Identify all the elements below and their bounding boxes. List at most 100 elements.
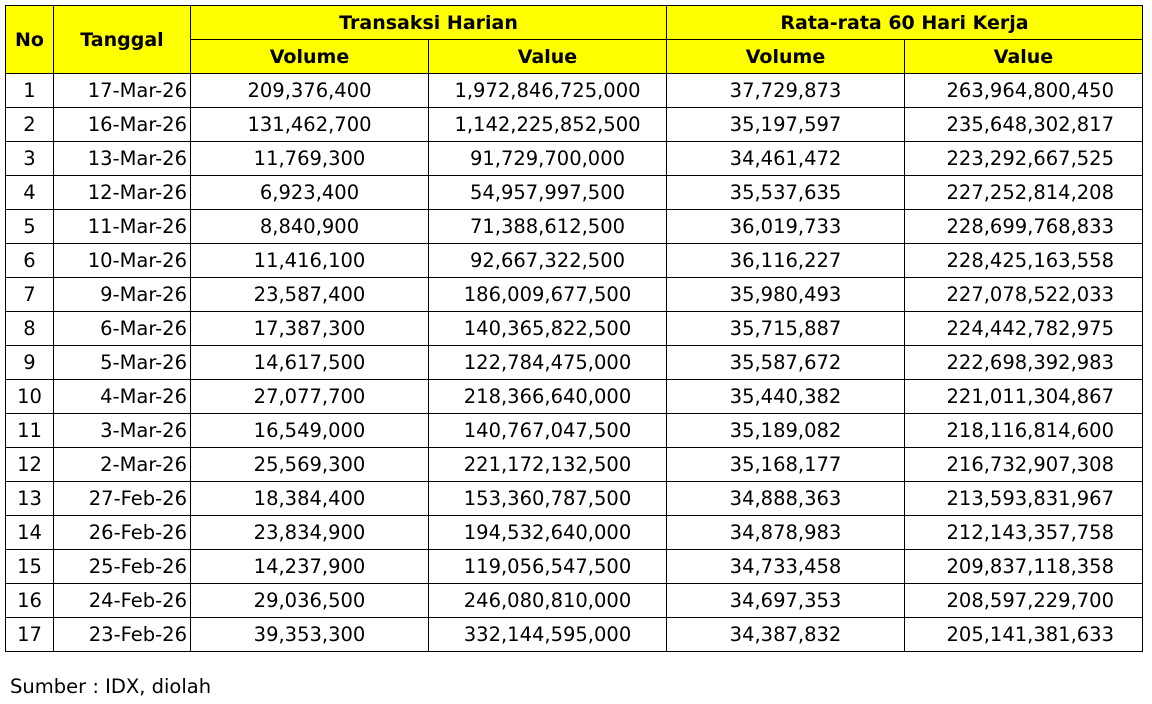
cell-no: 9 (5, 345, 54, 380)
cell-avg-value: 205,141,381,633 (904, 617, 1143, 652)
table-row: 15 25-Feb-26 14,237,900 119,056,547,500 34,7… (5, 549, 1143, 584)
cell-no: 5 (5, 209, 54, 244)
cell-no: 15 (5, 549, 54, 584)
cell-daily-volume: 29,036,500 (190, 583, 429, 618)
cell-daily-value: 140,767,047,500 (428, 413, 667, 448)
cell-avg-value: 227,252,814,208 (904, 175, 1143, 210)
cell-daily-volume: 14,237,900 (190, 549, 429, 584)
cell-avg-volume: 34,878,983 (666, 515, 905, 550)
cell-tanggal: 23-Feb-26 (53, 617, 191, 652)
cell-tanggal: 3-Mar-26 (53, 413, 191, 448)
cell-daily-value: 186,009,677,500 (428, 277, 667, 312)
cell-daily-volume: 17,387,300 (190, 311, 429, 346)
cell-avg-volume: 35,587,672 (666, 345, 905, 380)
header-daily-volume: Volume (190, 39, 429, 74)
cell-no: 16 (5, 583, 54, 618)
cell-tanggal: 11-Mar-26 (53, 209, 191, 244)
cell-avg-value: 212,143,357,758 (904, 515, 1143, 550)
cell-daily-value: 91,729,700,000 (428, 141, 667, 176)
cell-avg-value: 223,292,667,525 (904, 141, 1143, 176)
cell-no: 1 (5, 73, 54, 108)
cell-avg-value: 228,425,163,558 (904, 243, 1143, 278)
cell-tanggal: 4-Mar-26 (53, 379, 191, 414)
cell-tanggal: 17-Mar-26 (53, 73, 191, 108)
cell-no: 14 (5, 515, 54, 550)
cell-no: 10 (5, 379, 54, 414)
source-note: Sumber : IDX, diolah (10, 675, 212, 698)
cell-avg-value: 208,597,229,700 (904, 583, 1143, 618)
table-body: 1 17-Mar-26 209,376,400 1,972,846,725,000 37… (5, 73, 1143, 652)
cell-tanggal: 27-Feb-26 (53, 481, 191, 516)
cell-no: 2 (5, 107, 54, 142)
cell-tanggal: 24-Feb-26 (53, 583, 191, 618)
cell-tanggal: 13-Mar-26 (53, 141, 191, 176)
cell-avg-volume: 34,697,353 (666, 583, 905, 618)
cell-tanggal: 5-Mar-26 (53, 345, 191, 380)
table-row: 6 10-Mar-26 11,416,100 92,667,322,500 36,116… (5, 243, 1143, 278)
cell-daily-value: 119,056,547,500 (428, 549, 667, 584)
cell-daily-value: 122,784,475,000 (428, 345, 667, 380)
cell-no: 7 (5, 277, 54, 312)
table-row: 13 27-Feb-26 18,384,400 153,360,787,500 34,8… (5, 481, 1143, 516)
cell-daily-volume: 27,077,700 (190, 379, 429, 414)
cell-avg-volume: 35,715,887 (666, 311, 905, 346)
cell-daily-value: 246,080,810,000 (428, 583, 667, 618)
table-row: 7 9-Mar-26 23,587,400 186,009,677,500 35,980… (5, 277, 1143, 312)
table-row: 11 3-Mar-26 16,549,000 140,767,047,500 35,18… (5, 413, 1143, 448)
header-avg-volume: Volume (666, 39, 905, 74)
cell-avg-volume: 34,387,832 (666, 617, 905, 652)
cell-no: 11 (5, 413, 54, 448)
cell-avg-volume: 37,729,873 (666, 73, 905, 108)
cell-avg-volume: 34,461,472 (666, 141, 905, 176)
cell-no: 4 (5, 175, 54, 210)
cell-avg-value: 218,116,814,600 (904, 413, 1143, 448)
cell-daily-volume: 14,617,500 (190, 345, 429, 380)
cell-avg-volume: 35,980,493 (666, 277, 905, 312)
cell-tanggal: 6-Mar-26 (53, 311, 191, 346)
cell-avg-value: 213,593,831,967 (904, 481, 1143, 516)
cell-avg-volume: 35,537,635 (666, 175, 905, 210)
table-row: 8 6-Mar-26 17,387,300 140,365,822,500 35,715… (5, 311, 1143, 346)
cell-avg-value: 216,732,907,308 (904, 447, 1143, 482)
cell-daily-volume: 18,384,400 (190, 481, 429, 516)
cell-avg-value: 235,648,302,817 (904, 107, 1143, 142)
table-row: 4 12-Mar-26 6,923,400 54,957,997,500 35,537,… (5, 175, 1143, 210)
cell-daily-value: 1,972,846,725,000 (428, 73, 667, 108)
cell-no: 13 (5, 481, 54, 516)
cell-tanggal: 26-Feb-26 (53, 515, 191, 550)
cell-daily-value: 71,388,612,500 (428, 209, 667, 244)
cell-avg-value: 263,964,800,450 (904, 73, 1143, 108)
table-row: 3 13-Mar-26 11,769,300 91,729,700,000 34,461… (5, 141, 1143, 176)
cell-no: 6 (5, 243, 54, 278)
cell-avg-value: 228,699,768,833 (904, 209, 1143, 244)
cell-avg-volume: 36,019,733 (666, 209, 905, 244)
cell-daily-value: 92,667,322,500 (428, 243, 667, 278)
cell-daily-value: 218,366,640,000 (428, 379, 667, 414)
table-row: 2 16-Mar-26 131,462,700 1,142,225,852,500 35… (5, 107, 1143, 142)
cell-tanggal: 25-Feb-26 (53, 549, 191, 584)
cell-no: 17 (5, 617, 54, 652)
cell-avg-value: 221,011,304,867 (904, 379, 1143, 414)
cell-daily-value: 1,142,225,852,500 (428, 107, 667, 142)
table-row: 10 4-Mar-26 27,077,700 218,366,640,000 35,44… (5, 379, 1143, 414)
cell-tanggal: 16-Mar-26 (53, 107, 191, 142)
table-row: 17 23-Feb-26 39,353,300 332,144,595,000 34,3… (5, 617, 1143, 652)
transaction-table: No Tanggal Transaksi Harian Rata-rata 60… (5, 5, 1143, 652)
cell-avg-volume: 35,197,597 (666, 107, 905, 142)
cell-daily-volume: 39,353,300 (190, 617, 429, 652)
cell-daily-volume: 25,569,300 (190, 447, 429, 482)
cell-daily-value: 153,360,787,500 (428, 481, 667, 516)
cell-daily-volume: 16,549,000 (190, 413, 429, 448)
table-row: 14 26-Feb-26 23,834,900 194,532,640,000 34,8… (5, 515, 1143, 550)
cell-avg-volume: 34,888,363 (666, 481, 905, 516)
cell-no: 8 (5, 311, 54, 346)
cell-daily-volume: 8,840,900 (190, 209, 429, 244)
cell-daily-value: 332,144,595,000 (428, 617, 667, 652)
cell-daily-value: 221,172,132,500 (428, 447, 667, 482)
cell-daily-value: 140,365,822,500 (428, 311, 667, 346)
cell-no: 12 (5, 447, 54, 482)
cell-avg-value: 224,442,782,975 (904, 311, 1143, 346)
header-rata-rata-60-hari: Rata-rata 60 Hari Kerja (666, 5, 1143, 40)
cell-avg-value: 209,837,118,358 (904, 549, 1143, 584)
cell-daily-volume: 6,923,400 (190, 175, 429, 210)
